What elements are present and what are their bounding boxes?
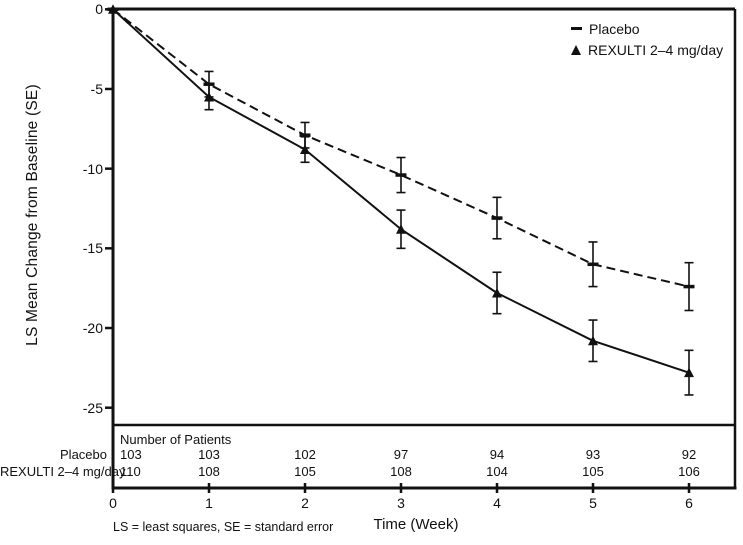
legend: Placebo REXULTI 2–4 mg/day	[571, 18, 723, 60]
rexulti-triangle-marker	[588, 335, 598, 346]
x-axis-title: Time (Week)	[373, 516, 459, 533]
placebo-dash-marker	[683, 284, 695, 289]
x-tick-label: 5	[589, 495, 597, 511]
patient-count: 92	[681, 447, 697, 462]
patient-count: 105	[294, 464, 316, 479]
patient-count: 103	[120, 447, 142, 462]
row-label-placebo: Placebo	[60, 447, 107, 462]
x-tick-label: 1	[205, 495, 213, 511]
row-label-rexulti: REXULTI 2–4 mg/day	[0, 464, 126, 479]
patient-count: 104	[486, 464, 508, 479]
x-tick-label: 6	[685, 495, 693, 511]
rexulti-triangle-marker	[300, 144, 310, 155]
patient-count: 108	[198, 464, 220, 479]
patient-count: 93	[585, 447, 601, 462]
y-tick-label: -15	[82, 240, 103, 257]
placebo-dash-marker	[587, 262, 599, 267]
legend-item-placebo: Placebo	[571, 18, 723, 39]
placebo-dash-marker	[491, 216, 503, 220]
y-axis-title: LS Mean Change from Baseline (SE)	[24, 84, 41, 346]
placebo-dash-marker	[395, 173, 407, 177]
patient-count: 97	[393, 447, 409, 462]
legend-item-rexulti: REXULTI 2–4 mg/day	[571, 39, 723, 60]
rexulti-triangle-marker	[396, 224, 406, 234]
y-tick-label: -10	[82, 160, 103, 177]
y-tick-label: -20	[82, 320, 103, 337]
x-tick-label: 2	[301, 495, 309, 511]
legend-label-placebo: Placebo	[589, 20, 640, 37]
rexulti-triangle-marker	[684, 367, 694, 378]
x-tick-label: 3	[397, 495, 405, 511]
patient-count: 103	[198, 447, 220, 462]
x-tick-label: 0	[109, 495, 117, 511]
y-tick-label: -5	[90, 80, 103, 97]
dash-icon	[571, 27, 582, 30]
triangle-icon	[571, 44, 581, 55]
patient-count: 94	[489, 447, 505, 462]
y-tick-label: 0	[95, 1, 103, 18]
rexulti-triangle-marker	[108, 4, 118, 14]
patients-table-title: Number of Patients	[120, 432, 232, 447]
patient-count: 106	[678, 464, 700, 479]
x-tick-label: 4	[493, 495, 501, 511]
rexulti-triangle-marker	[492, 287, 502, 298]
legend-label-rexulti: REXULTI 2–4 mg/day	[588, 41, 724, 58]
patient-count: 108	[390, 464, 412, 479]
footnote: LS = least squares, SE = standard error	[113, 520, 334, 534]
y-tick-label: -25	[82, 399, 103, 416]
rexulti-triangle-marker	[204, 91, 214, 102]
patient-count: 102	[294, 447, 316, 462]
patient-count: 105	[582, 464, 604, 479]
patient-count: 110	[120, 464, 141, 479]
placebo-dash-marker	[299, 133, 311, 137]
